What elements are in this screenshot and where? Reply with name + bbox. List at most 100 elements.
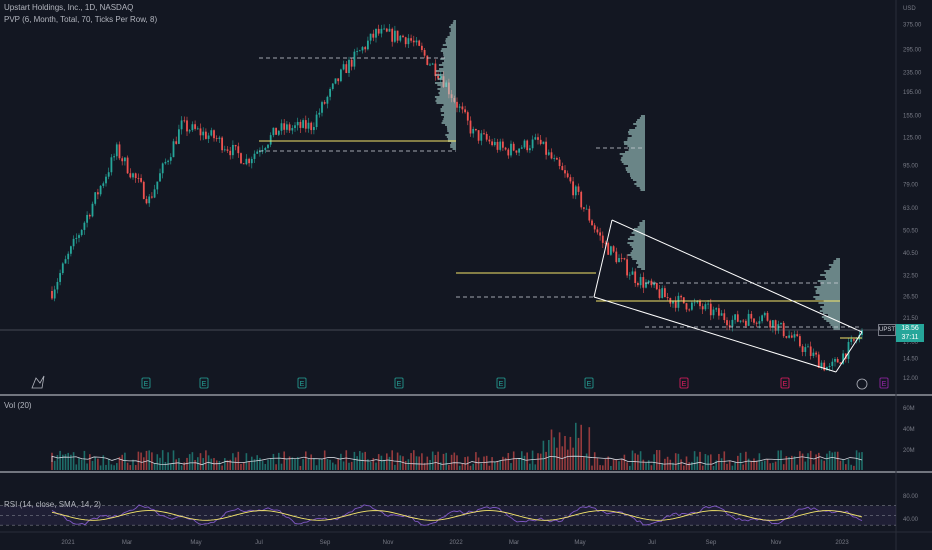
profile-row <box>634 234 645 236</box>
candle-body <box>367 40 369 50</box>
candle-body <box>75 237 78 239</box>
volume-tick: 60M <box>903 406 915 412</box>
earnings-marker: E <box>780 377 790 389</box>
profile-row <box>635 127 645 129</box>
candle-body <box>194 124 196 129</box>
candle-body <box>145 198 148 204</box>
candle-body <box>588 208 591 221</box>
candle-body <box>304 120 307 129</box>
volume-bar <box>799 451 801 470</box>
volume-bar <box>831 452 834 470</box>
volume-bar <box>256 455 258 470</box>
profile-row <box>631 256 645 258</box>
volume-bar <box>310 454 312 470</box>
candle-body <box>164 161 167 164</box>
profile-row <box>813 296 840 298</box>
volume-bar <box>56 455 59 470</box>
profile-row <box>817 280 840 282</box>
profile-row <box>826 320 840 322</box>
volume-bar <box>785 456 788 470</box>
candle-body <box>653 282 655 286</box>
volume-bar <box>772 462 774 470</box>
candle-body <box>140 178 142 182</box>
volume-bar <box>731 465 734 470</box>
candle-body <box>364 47 367 50</box>
candle-body <box>682 297 685 304</box>
profile-row <box>441 48 456 50</box>
profile-row <box>446 46 456 48</box>
candle-body <box>774 320 777 331</box>
profile-row <box>623 141 645 143</box>
volume-bar <box>545 451 547 470</box>
volume-bar <box>710 454 712 470</box>
volume-bar <box>688 462 690 470</box>
volume-bar <box>669 459 672 470</box>
profile-row <box>639 187 645 189</box>
volume-bar <box>537 453 539 470</box>
volume-bar <box>64 454 67 470</box>
volume-bar <box>221 465 223 470</box>
volume-bar <box>464 457 466 470</box>
volume-bar <box>718 453 720 470</box>
volume-bar <box>278 452 280 470</box>
price-tick: 63.00 <box>903 206 919 212</box>
volume-bar <box>440 462 442 470</box>
volume-bar <box>485 455 488 470</box>
candle-body <box>280 123 283 131</box>
volume-bar <box>610 465 612 470</box>
profile-row <box>636 185 645 187</box>
profile-row <box>636 260 645 262</box>
candle-body <box>723 313 726 321</box>
volume-bar <box>818 452 820 470</box>
profile-row <box>629 236 645 238</box>
earnings-box <box>496 377 506 389</box>
candle-body <box>858 334 861 340</box>
profile-row <box>627 171 645 173</box>
candle-body <box>812 352 815 356</box>
candle-body <box>67 253 70 260</box>
dividend-icon <box>856 378 868 390</box>
profile-row <box>435 70 456 72</box>
candle-body <box>213 130 215 139</box>
candle-body <box>439 76 442 79</box>
profile-row <box>836 258 840 260</box>
price-tick: 32.50 <box>903 274 919 280</box>
candle-body <box>572 181 574 196</box>
volume-bar <box>124 452 126 470</box>
volume-bar <box>229 459 231 470</box>
candle-body <box>323 102 326 104</box>
candle-body <box>259 151 261 153</box>
profile-row <box>439 94 456 96</box>
candle-body <box>788 335 790 338</box>
volume-bar <box>423 462 426 470</box>
profile-row <box>637 119 645 121</box>
volume-bar <box>161 450 164 470</box>
candle-body <box>761 315 763 322</box>
candle-body <box>839 362 842 364</box>
profile-row <box>449 34 456 36</box>
channel-upper <box>611 219 863 333</box>
candle-body <box>215 138 218 140</box>
volume-bar <box>326 459 329 470</box>
candle-body <box>458 106 461 108</box>
profile-row <box>819 310 840 312</box>
volume-bar <box>172 450 175 470</box>
volume-bar <box>750 461 753 470</box>
indicator-title: PVP (6, Month, Total, 70, Ticks Per Row,… <box>4 15 158 24</box>
volume-bar <box>618 461 620 470</box>
candle-body <box>377 28 380 34</box>
volume-bar <box>407 459 410 470</box>
candle-body <box>828 365 831 368</box>
candle-body <box>512 143 515 151</box>
profile-row <box>829 322 840 324</box>
candle-body <box>229 150 232 156</box>
volume-profile <box>434 20 456 150</box>
volume-bar <box>639 451 642 470</box>
volume-bar <box>585 453 588 470</box>
profile-row <box>443 72 456 74</box>
profile-row <box>447 36 456 38</box>
candle-body <box>199 128 202 136</box>
volume-bar <box>91 460 94 470</box>
profile-row <box>435 100 456 102</box>
